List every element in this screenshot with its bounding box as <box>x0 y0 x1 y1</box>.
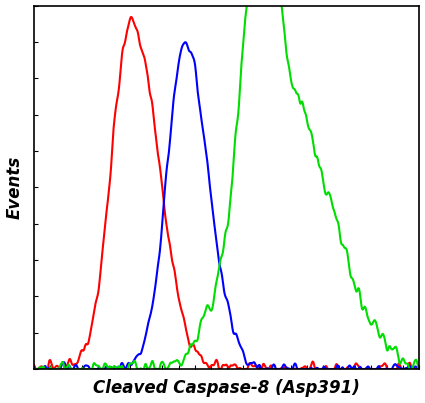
X-axis label: Cleaved Caspase-8 (Asp391): Cleaved Caspase-8 (Asp391) <box>93 380 360 397</box>
Y-axis label: Events: Events <box>6 156 23 219</box>
